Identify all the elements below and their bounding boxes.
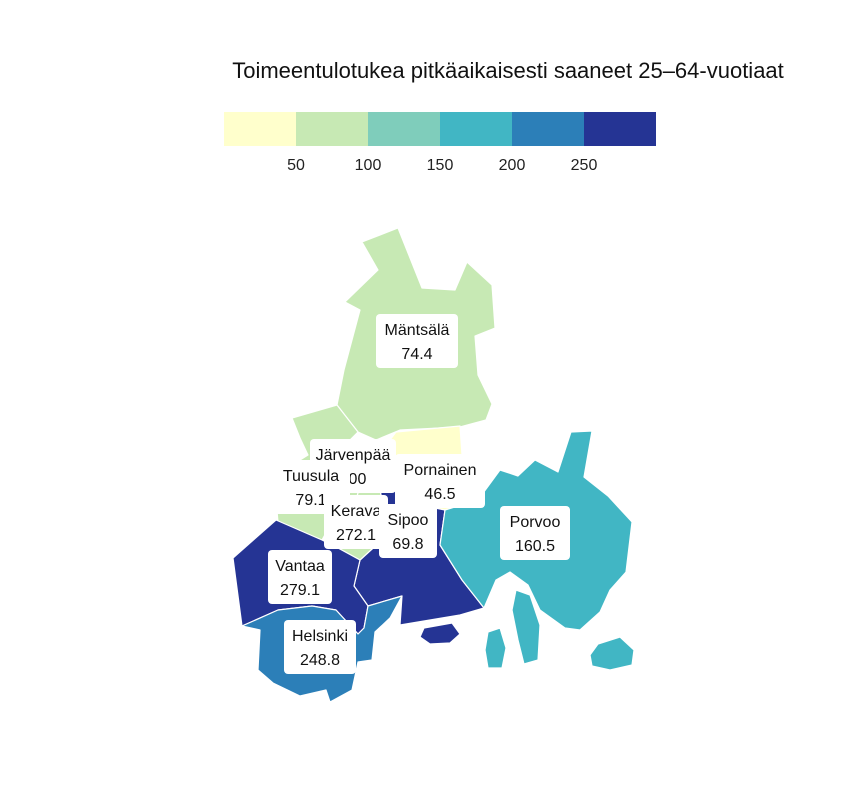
region-label-box xyxy=(500,506,570,560)
region-label-name: Porvoo xyxy=(510,514,561,531)
legend-tick-label: 200 xyxy=(499,157,526,174)
region-label-value: 74.4 xyxy=(401,346,432,363)
region-label-box xyxy=(379,504,437,558)
region-label-name: Pornainen xyxy=(404,462,477,479)
region-label-value: 69.8 xyxy=(392,536,423,553)
region-label: Porvoo 160.5 xyxy=(500,506,570,560)
region-label: Vantaa 279.1 xyxy=(268,550,332,604)
region-porvoo-island-3 xyxy=(589,636,635,671)
legend: 50 100 150 200 250 xyxy=(224,112,656,174)
legend-swatch xyxy=(440,112,512,146)
legend-swatch xyxy=(224,112,296,146)
legend-swatch xyxy=(512,112,584,146)
legend-swatch xyxy=(296,112,368,146)
region-label-box xyxy=(268,550,332,604)
legend-swatch xyxy=(368,112,440,146)
legend-tick-label: 50 xyxy=(287,157,305,174)
map-title: Toimeentulotukea pitkäaikaisesti saaneet… xyxy=(232,58,784,83)
region-label-value: 160.5 xyxy=(515,538,555,555)
region-label-value: 79.1 xyxy=(295,492,326,509)
region-label-box xyxy=(376,314,458,368)
region-label-box xyxy=(395,454,485,508)
region-porvoo-island-1 xyxy=(511,589,541,665)
region-label-name: Tuusula xyxy=(283,468,339,485)
region-label: Mäntsälä 74.4 xyxy=(376,314,458,368)
region-labels: Mäntsälä74.4Pornainen46.5Järvenpää200Tuu… xyxy=(268,314,570,674)
region-porvoo-island-2 xyxy=(484,627,507,669)
region-label-value: 46.5 xyxy=(424,486,455,503)
region-sipoo-island xyxy=(419,622,461,645)
region-label: Kerava 272.1 xyxy=(324,495,388,549)
region-label-name: Mäntsälä xyxy=(385,322,450,339)
region-label: Sipoo 69.8 xyxy=(379,504,437,558)
legend-tick-label: 100 xyxy=(355,157,382,174)
region-label-value: 248.8 xyxy=(300,652,340,669)
region-label: Helsinki 248.8 xyxy=(284,620,356,674)
region-label-box xyxy=(284,620,356,674)
region-label-name: Järvenpää xyxy=(316,447,391,464)
region-label-name: Kerava xyxy=(331,503,382,520)
legend-tick-label: 150 xyxy=(427,157,454,174)
region-label-name: Sipoo xyxy=(388,512,429,529)
region-label: Pornainen 46.5 xyxy=(395,454,485,508)
legend-swatch xyxy=(584,112,656,146)
region-label-name: Helsinki xyxy=(292,628,348,645)
legend-tick-label: 250 xyxy=(571,157,598,174)
region-label-name: Vantaa xyxy=(275,558,325,575)
region-label-value: 279.1 xyxy=(280,582,320,599)
region-label-value: 272.1 xyxy=(336,527,376,544)
region-label-box xyxy=(324,495,388,549)
